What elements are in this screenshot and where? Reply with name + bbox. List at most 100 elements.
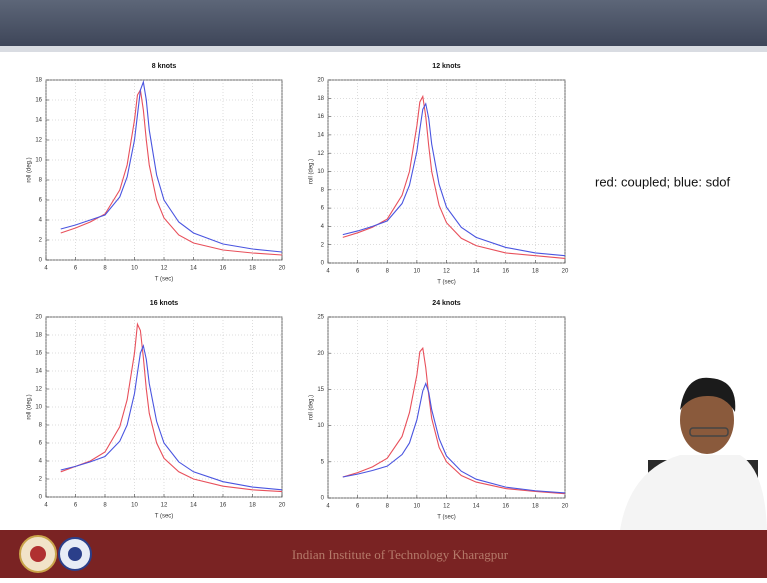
chart: 0 2 4 6 8 10 12 14 16 18 20 4 6 8 10 12 14 16 18 20 16 knots…: [27, 300, 286, 520]
y-tick-label: 14: [35, 118, 42, 124]
x-tick-label: 4: [326, 269, 330, 275]
x-tick-label: 14: [473, 269, 480, 275]
x-tick-label: 10: [131, 503, 138, 509]
y-tick-label: 0: [39, 258, 43, 264]
y-tick-label: 18: [35, 78, 42, 84]
x-tick-label: 20: [562, 504, 569, 510]
chart-title: 24 knots: [432, 300, 461, 307]
chart-title: 16 knots: [150, 300, 179, 307]
presenter: [620, 377, 767, 530]
x-tick-label: 6: [74, 503, 78, 509]
x-tick-label: 8: [386, 269, 390, 275]
y-tick-label: 10: [35, 405, 42, 411]
y-tick-label: 14: [317, 132, 324, 138]
x-tick-label: 20: [279, 503, 286, 509]
top-bar-edge: [0, 46, 767, 52]
y-tick-label: 12: [35, 387, 42, 393]
y-axis-label: roll (deg.): [27, 157, 33, 182]
y-tick-label: 8: [321, 187, 325, 193]
chart-title: 8 knots: [152, 63, 177, 70]
x-tick-label: 20: [562, 269, 569, 275]
x-tick-label: 4: [44, 503, 48, 509]
x-tick-label: 10: [131, 266, 138, 272]
y-tick-label: 8: [39, 423, 43, 429]
y-tick-label: 6: [39, 441, 43, 447]
logo-center: [68, 547, 82, 561]
annotation: red: coupled; blue: sdof: [595, 174, 731, 189]
x-tick-label: 6: [356, 504, 360, 510]
x-tick-label: 18: [532, 504, 539, 510]
footer-text: Indian Institute of Technology Kharagpur: [292, 547, 509, 562]
x-axis-label: T (sec): [437, 280, 456, 286]
x-tick-label: 8: [386, 504, 390, 510]
y-tick-label: 2: [39, 238, 43, 244]
x-tick-label: 16: [502, 269, 509, 275]
y-tick-label: 4: [39, 459, 43, 465]
y-tick-label: 14: [35, 369, 42, 375]
x-tick-label: 12: [161, 266, 168, 272]
y-tick-label: 2: [321, 242, 325, 248]
x-tick-label: 4: [44, 266, 48, 272]
series-line: [60, 88, 283, 256]
x-axis-label: T (sec): [155, 514, 174, 520]
y-tick-label: 12: [35, 138, 42, 144]
x-tick-label: 14: [473, 504, 480, 510]
x-tick-label: 16: [502, 504, 509, 510]
logo-center: [30, 546, 46, 562]
series-line: [60, 79, 283, 253]
y-tick-label: 18: [35, 333, 42, 339]
y-tick-label: 6: [321, 206, 325, 212]
x-tick-label: 12: [443, 504, 450, 510]
y-tick-label: 8: [39, 178, 43, 184]
x-tick-label: 18: [249, 503, 256, 509]
y-tick-label: 0: [321, 261, 325, 267]
footer-bar: [0, 530, 767, 578]
series-line: [60, 343, 283, 491]
y-tick-label: 5: [321, 459, 325, 465]
y-tick-label: 12: [317, 151, 324, 157]
x-tick-label: 6: [356, 269, 360, 275]
y-tick-label: 20: [317, 351, 324, 357]
x-axis-label: T (sec): [437, 515, 456, 521]
y-tick-label: 10: [317, 169, 324, 175]
chart: 0 2 4 6 8 10 12 14 16 18 20 4 6 8 10 12 14 16 18 20 12 knots…: [309, 63, 569, 286]
y-tick-label: 15: [317, 387, 324, 393]
y-tick-label: 4: [39, 218, 43, 224]
series-line: [342, 382, 566, 494]
y-tick-label: 20: [35, 315, 42, 321]
chart: 0 5 10 15 20 25 4 6 8 10 12 14 16 18 20 24 knots T (sec)…: [309, 300, 569, 521]
x-tick-label: 8: [103, 266, 107, 272]
x-tick-label: 4: [326, 504, 330, 510]
series-line: [342, 94, 566, 259]
y-tick-label: 4: [321, 224, 325, 230]
y-tick-label: 10: [317, 423, 324, 429]
x-tick-label: 18: [249, 266, 256, 272]
series-line: [342, 346, 566, 495]
x-tick-label: 10: [414, 269, 421, 275]
x-tick-label: 16: [220, 503, 227, 509]
y-tick-label: 16: [35, 98, 42, 104]
y-tick-label: 18: [317, 96, 324, 102]
y-tick-label: 20: [317, 78, 324, 84]
y-tick-label: 6: [39, 198, 43, 204]
y-tick-label: 25: [317, 315, 324, 321]
chart-title: 12 knots: [432, 63, 461, 70]
x-tick-label: 14: [190, 266, 197, 272]
x-tick-label: 8: [103, 503, 107, 509]
y-axis-label: roll (deg.): [309, 159, 315, 184]
y-axis-label: roll (deg.): [27, 394, 33, 419]
series-line: [342, 102, 566, 257]
y-tick-label: 0: [321, 496, 325, 502]
y-axis-label: roll (deg.): [309, 395, 315, 420]
y-tick-label: 0: [39, 495, 43, 501]
top-bar: [0, 0, 767, 46]
x-tick-label: 16: [220, 266, 227, 272]
chart: 0 2 4 6 8 10 12 14 16 18 4 6 8 10 12 14 16 18 20 8 knots T (…: [27, 63, 286, 283]
y-tick-label: 2: [39, 477, 43, 483]
y-tick-label: 16: [317, 114, 324, 120]
x-tick-label: 12: [161, 503, 168, 509]
x-axis-label: T (sec): [155, 277, 174, 283]
y-tick-label: 10: [35, 158, 42, 164]
